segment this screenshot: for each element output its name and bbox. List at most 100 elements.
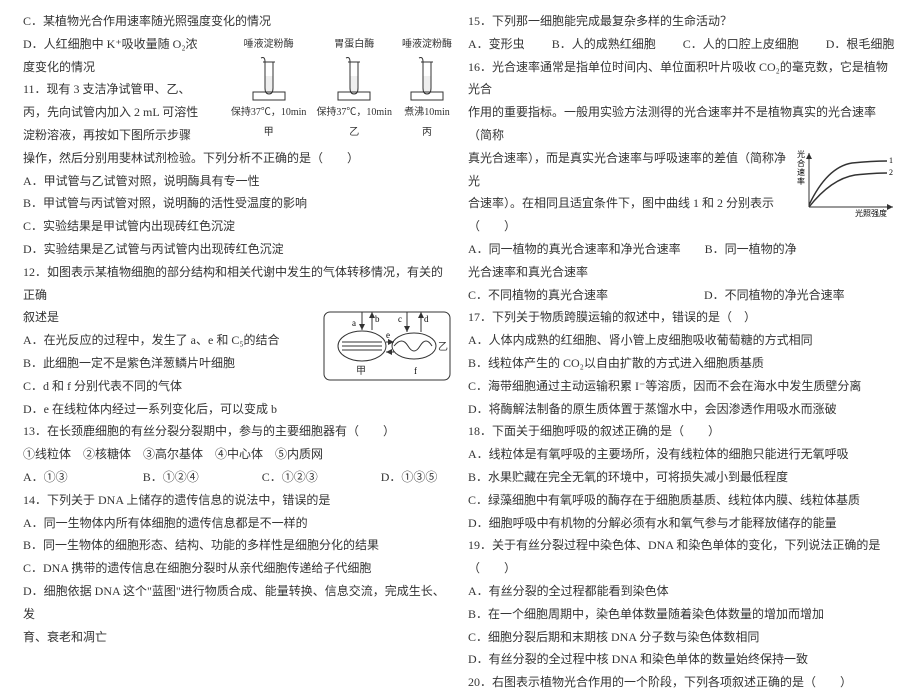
text-line: A．在光反应的过程中，发生了 a、e 和 C₅的结合	[23, 329, 310, 352]
text-line: A．同一生物体内所有体细胞的遗传信息都是不一样的	[23, 512, 452, 535]
text-line: 14．下列关于 DNA 上储存的遗传信息的说法中，错误的是	[23, 489, 452, 512]
text-line: 真光合速率），而是真实光合速率与呼吸速率的差值（简称净光	[468, 147, 787, 193]
text-line: A．甲试管与乙试管对照，说明酶具有专一性	[23, 170, 452, 193]
text-line: B．在一个细胞周期中，染色单体数量随着染色体数量的增加而增加	[468, 603, 897, 626]
q11-row: D．人红细胞中 K⁺吸收量随 O₂浓 度变化的情况 11．现有 3 支洁净试管甲…	[23, 33, 452, 147]
text-line: B．此细胞一定不是紫色洋葱鳞片叶细胞	[23, 352, 310, 375]
label-c: c	[398, 314, 402, 324]
svg-text:合: 合	[797, 158, 805, 168]
q12-row: 叙述是 A．在光反应的过程中，发生了 a、e 和 C₅的结合 B．此细胞一定不是…	[23, 306, 452, 420]
text-line: 作用的重要指标。一般用实验方法测得的光合速率并不是植物真实的光合速率（简称	[468, 101, 897, 147]
text-line: D．细胞呼吸中有机物的分解必须有水和氧气参与才能释放储存的能量	[468, 512, 897, 535]
option-c: C．人的口腔上皮细胞	[683, 37, 799, 51]
tube-bottom-caption: 乙	[316, 123, 392, 142]
test-tube-icon	[251, 56, 287, 102]
text-line: C．某植物光合作用速率随光照强度变化的情况	[23, 10, 452, 33]
curve-label-2: 2	[889, 168, 893, 177]
cell-diagram-icon: 甲 乙 a b c d e f	[322, 306, 452, 386]
test-tube-icon	[336, 56, 372, 102]
text-line: 光合速率和真光合速率	[468, 261, 897, 284]
text-line: 18．下面关于细胞呼吸的叙述正确的是（ ）	[468, 420, 897, 443]
q16-text: 真光合速率），而是真实光合速率与呼吸速率的差值（简称净光 合速率）。在相同且适宜…	[468, 147, 787, 238]
label-jia: 甲	[356, 366, 366, 377]
option-a: A．①③	[23, 470, 68, 484]
test-tube-figure: 唾液淀粉酶 保持37℃，10min 甲 胃蛋白酶	[231, 35, 452, 142]
option-d: D．①③⑤	[381, 470, 438, 484]
option-d: D．根毛细胞	[826, 37, 895, 51]
text-line: D．e 在线粒体内经过一系列变化后，可以变成 b	[23, 398, 310, 421]
text-line: 17．下列关于物质跨膜运输的叙述中，错误的是（ ）	[468, 306, 897, 329]
text-line: 淀粉溶液，再按如下图所示步骤	[23, 124, 225, 147]
options-row: A．变形虫 B．人的成熟红细胞 C．人的口腔上皮细胞 D．根毛细胞	[468, 33, 897, 56]
text-line: C．细胞分裂后期和末期核 DNA 分子数与染色体数相同	[468, 626, 897, 649]
tube-bottom-caption: 丙	[402, 123, 452, 142]
text-line: C．实验结果是甲试管内出现砖红色沉淀	[23, 215, 452, 238]
tube-unit-3: 唾液淀粉酶 煮沸10min 丙	[402, 35, 452, 142]
text-line: 育、衰老和凋亡	[23, 626, 452, 649]
label-f: f	[414, 366, 417, 376]
tube-mid-caption: 保持37℃，10min	[316, 103, 392, 122]
option-a: A．变形虫	[468, 37, 525, 51]
text-line: （ ）	[468, 215, 787, 238]
label-e: e	[386, 330, 390, 340]
text-line: 16．光合速率通常是指单位时间内、单位面积叶片吸收 CO₂的毫克数，它是植物光合	[468, 56, 897, 102]
text-line: A．同一植物的真光合速率和净光合速率 B．同一植物的净	[468, 238, 897, 261]
option-b: B．人的成熟红细胞	[552, 37, 656, 51]
graph-line-chart: 1 2 光 合 速 率 光照强度	[797, 147, 897, 217]
label-yi: 乙	[438, 341, 448, 353]
tube-mid-caption: 保持37℃，10min	[231, 103, 307, 122]
q11-text: D．人红细胞中 K⁺吸收量随 O₂浓 度变化的情况 11．现有 3 支洁净试管甲…	[23, 33, 225, 147]
test-tube-icon	[409, 56, 445, 102]
right-column: 15．下列那一细胞能完成最复杂多样的生命活动？ A．变形虫 B．人的成熟红细胞 …	[460, 10, 905, 640]
text-line: 操作，然后分别用斐林试剂检验。下列分析不正确的是（ ）	[23, 147, 452, 170]
text-line: 度变化的情况	[23, 56, 225, 79]
text-line: A．线粒体是有氧呼吸的主要场所，没有线粒体的细胞只能进行无氧呼吸	[468, 443, 897, 466]
label-a: a	[352, 318, 356, 328]
text-line: B．甲试管与丙试管对照，说明酶的活性受温度的影响	[23, 192, 452, 215]
x-axis-label: 光照强度	[855, 208, 887, 217]
text-line: 13．在长颈鹿细胞的有丝分裂分裂期中，参与的主要细胞器有（ ）	[23, 420, 452, 443]
label-d: d	[424, 314, 429, 324]
label-b: b	[375, 314, 380, 324]
text-line: D．人红细胞中 K⁺吸收量随 O₂浓	[23, 33, 225, 56]
text-line: B．水果贮藏在完全无氧的环境中，可将损失减小到最低程度	[468, 466, 897, 489]
text-line: D．将酶解法制备的原生质体置于蒸馏水中，会因渗透作用吸水而涨破	[468, 398, 897, 421]
y-axis-label: 光	[797, 149, 805, 159]
text-line: 丙，先向试管内加入 2 mL 可溶性	[23, 101, 225, 124]
text-line: 19．关于有丝分裂过程中染色体、DNA 和染色单体的变化，下列说法正确的是（ ）	[468, 534, 897, 580]
text-line: 合速率）。在相同且适宜条件下，图中曲线 1 和 2 分别表示	[468, 192, 787, 215]
curve-label-1: 1	[889, 156, 893, 165]
q16-row: 真光合速率），而是真实光合速率与呼吸速率的差值（简称净光 合速率）。在相同且适宜…	[468, 147, 897, 238]
tube-top-label: 胃蛋白酶	[316, 35, 392, 54]
text-line: C．DNA 携带的遗传信息在细胞分裂时从亲代细胞传递给子代细胞	[23, 557, 452, 580]
left-column: C．某植物光合作用速率随光照强度变化的情况 D．人红细胞中 K⁺吸收量随 O₂浓…	[15, 10, 460, 640]
tube-unit-2: 胃蛋白酶 保持37℃，10min 乙	[316, 35, 392, 142]
text-line: C．不同植物的真光合速率 D．不同植物的净光合速率	[468, 284, 897, 307]
text-line: D．有丝分裂的全过程中核 DNA 和染色单体的数量始终保持一致	[468, 648, 897, 671]
text-line: 15．下列那一细胞能完成最复杂多样的生命活动？	[468, 10, 897, 33]
tube-unit-1: 唾液淀粉酶 保持37℃，10min 甲	[231, 35, 307, 142]
text-line: ①线粒体 ②核糖体 ③高尔基体 ④中心体 ⑤内质网	[23, 443, 452, 466]
text-line: C．d 和 f 分别代表不同的气体	[23, 375, 310, 398]
text-line: C．海带细胞通过主动运输积累 I⁻等溶质，因而不会在海水中发生质壁分离	[468, 375, 897, 398]
text-line: B．同一生物体的细胞形态、结构、功能的多样性是细胞分化的结果	[23, 534, 452, 557]
tube-top-label: 唾液淀粉酶	[231, 35, 307, 54]
text-line: A．人体内成熟的红细胞、肾小管上皮细胞吸收葡萄糖的方式相同	[468, 329, 897, 352]
q12-text: 叙述是 A．在光反应的过程中，发生了 a、e 和 C₅的结合 B．此细胞一定不是…	[23, 306, 310, 420]
svg-text:率: 率	[797, 176, 805, 186]
svg-text:速: 速	[797, 168, 805, 177]
text-line: 11．现有 3 支洁净试管甲、乙、	[23, 78, 225, 101]
text-line: C．绿藻细胞中有氧呼吸的酶存在于细胞质基质、线粒体内膜、线粒体基质	[468, 489, 897, 512]
options-row: A．①③ B．①②④ C．①②③ D．①③⑤	[23, 466, 452, 489]
text-line: 12．如图表示某植物细胞的部分结构和相关代谢中发生的气体转移情况，有关的正确	[23, 261, 452, 307]
text-line: 20．右图表示植物光合作用的一个阶段，下列各项叙述正确的是（ ）	[468, 671, 897, 694]
text-line: 叙述是	[23, 306, 310, 329]
tube-top-label: 唾液淀粉酶	[402, 35, 452, 54]
text-line: B．线粒体产生的 CO₂以自由扩散的方式进入细胞质基质	[468, 352, 897, 375]
text-line: A．有丝分裂的全过程都能看到染色体	[468, 580, 897, 603]
option-c: C．①②③	[262, 470, 318, 484]
tube-mid-caption: 煮沸10min	[402, 103, 452, 122]
text-line: D．实验结果是乙试管与丙试管内出现砖红色沉淀	[23, 238, 452, 261]
option-b: B．①②④	[143, 470, 199, 484]
tube-bottom-caption: 甲	[231, 123, 307, 142]
